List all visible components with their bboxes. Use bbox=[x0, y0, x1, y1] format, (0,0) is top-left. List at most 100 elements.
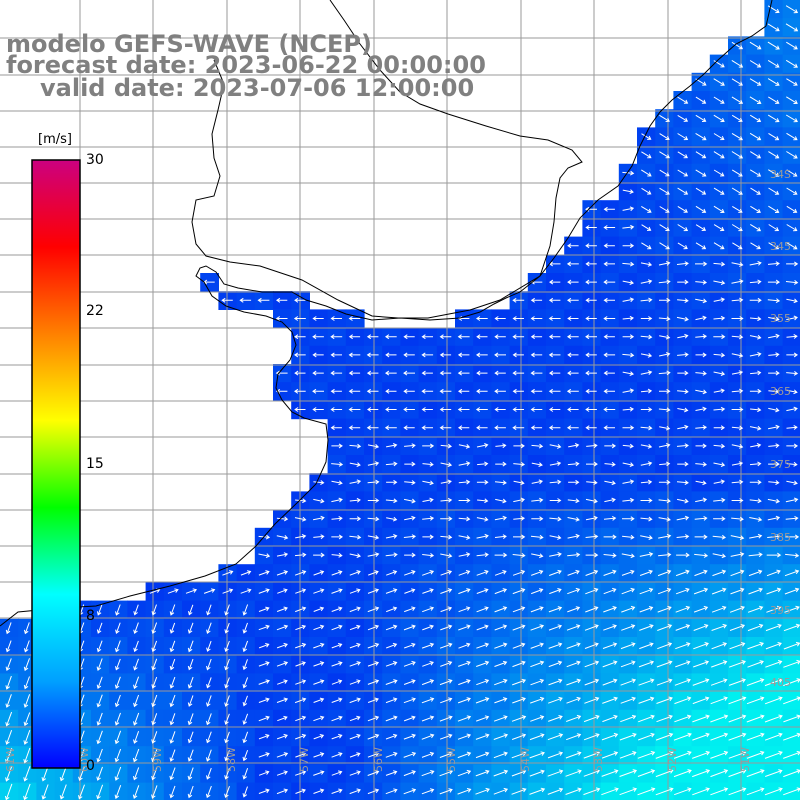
wind-arrow bbox=[767, 41, 780, 50]
wind-arrow bbox=[404, 606, 416, 613]
wind-arrow bbox=[695, 315, 707, 321]
wind-arrow bbox=[403, 534, 417, 539]
wind-arrow bbox=[276, 697, 289, 703]
wind-arrow bbox=[440, 443, 452, 449]
wind-arrow bbox=[658, 479, 671, 485]
wind-arrow bbox=[494, 425, 506, 431]
wind-arrow bbox=[348, 370, 361, 376]
wind-arrow bbox=[457, 407, 470, 412]
wind-arrow bbox=[641, 151, 652, 159]
wind-arrow bbox=[785, 280, 799, 285]
wind-arrow bbox=[349, 788, 361, 795]
wind-arrow bbox=[764, 750, 783, 759]
wind-arrow bbox=[512, 624, 526, 631]
wind-arrow bbox=[41, 784, 49, 800]
wind-arrow bbox=[677, 370, 689, 376]
wind-arrow bbox=[657, 587, 672, 595]
wind-arrow bbox=[151, 676, 158, 689]
wind-arrow bbox=[619, 787, 638, 796]
wind-arrow bbox=[640, 316, 653, 321]
wind-arrow bbox=[674, 787, 692, 796]
wind-arrow bbox=[367, 697, 379, 703]
wind-arrow bbox=[531, 497, 544, 503]
wind-arrow bbox=[458, 642, 471, 649]
wind-arrow bbox=[167, 588, 179, 594]
wind-arrow bbox=[440, 606, 453, 613]
wind-arrow bbox=[749, 388, 762, 394]
wind-arrow bbox=[422, 624, 434, 631]
wind-arrow bbox=[747, 660, 764, 668]
wind-arrow bbox=[512, 334, 525, 340]
wind-arrow bbox=[114, 694, 121, 708]
wind-arrow bbox=[132, 748, 140, 763]
wind-arrow bbox=[385, 715, 398, 722]
wind-arrow bbox=[749, 96, 762, 104]
wind-arrow bbox=[622, 497, 635, 503]
wind-arrow bbox=[567, 279, 579, 285]
wind-arrow bbox=[677, 498, 689, 504]
wind-arrow bbox=[78, 784, 85, 800]
wind-arrow bbox=[458, 444, 471, 449]
wind-arrow bbox=[566, 678, 582, 686]
wind-arrow bbox=[367, 444, 380, 449]
wind-arrow bbox=[677, 224, 689, 232]
wind-arrow bbox=[656, 696, 673, 704]
wind-arrow bbox=[349, 497, 361, 503]
wind-arrow bbox=[421, 370, 433, 376]
wind-arrow bbox=[457, 697, 471, 704]
wind-arrow bbox=[367, 770, 380, 776]
wind-arrow bbox=[494, 697, 508, 704]
wind-arrow bbox=[786, 461, 798, 467]
wind-arrow bbox=[786, 169, 798, 177]
wind-arrow bbox=[349, 679, 361, 685]
wind-arrow bbox=[23, 730, 31, 745]
wind-arrow bbox=[713, 114, 725, 123]
wind-arrow bbox=[440, 479, 452, 485]
wind-arrow bbox=[750, 187, 761, 195]
wind-arrow bbox=[385, 388, 397, 394]
wind-arrow bbox=[710, 678, 728, 686]
longitude-label: 51W bbox=[739, 747, 752, 772]
wind-arrow bbox=[475, 769, 490, 777]
wind-arrow bbox=[731, 425, 744, 431]
wind-arrow bbox=[349, 462, 361, 467]
wind-arrow bbox=[96, 640, 103, 653]
wind-arrow bbox=[513, 480, 525, 486]
wind-arrow bbox=[348, 407, 361, 412]
wind-arrow bbox=[349, 553, 361, 558]
wind-arrow bbox=[637, 787, 656, 796]
wind-arrow bbox=[729, 624, 746, 631]
wind-arrow bbox=[385, 788, 398, 795]
wind-arrow bbox=[731, 187, 743, 195]
wind-arrow bbox=[692, 787, 710, 796]
wind-arrow bbox=[585, 606, 599, 613]
wind-arrow bbox=[622, 297, 635, 303]
wind-arrow bbox=[620, 678, 637, 686]
wind-arrow bbox=[242, 750, 249, 762]
wind-arrow bbox=[694, 553, 709, 558]
wind-arrow bbox=[242, 640, 249, 653]
wind-arrow bbox=[548, 660, 563, 668]
wind-arrow bbox=[750, 223, 762, 232]
wind-arrow bbox=[731, 78, 743, 86]
wind-arrow bbox=[422, 443, 435, 449]
wind-arrow bbox=[641, 169, 652, 177]
wind-arrow bbox=[692, 678, 710, 686]
wind-arrow bbox=[404, 443, 416, 449]
wind-arrow bbox=[713, 297, 725, 303]
wind-arrow bbox=[511, 751, 527, 759]
wind-arrow bbox=[585, 569, 599, 576]
wind-arrow bbox=[530, 642, 544, 649]
wind-arrow bbox=[622, 425, 635, 431]
wind-arrow bbox=[604, 461, 616, 467]
wind-arrow bbox=[548, 316, 561, 321]
wind-arrow bbox=[530, 696, 545, 704]
wind-arrow bbox=[205, 713, 212, 726]
wind-arrow bbox=[348, 334, 361, 340]
wind-arrow bbox=[695, 298, 708, 304]
wind-arrow bbox=[640, 370, 653, 375]
wind-arrow bbox=[549, 516, 562, 522]
wind-arrow bbox=[547, 733, 564, 741]
wind-arrow bbox=[549, 461, 562, 466]
wind-arrow bbox=[659, 187, 670, 195]
